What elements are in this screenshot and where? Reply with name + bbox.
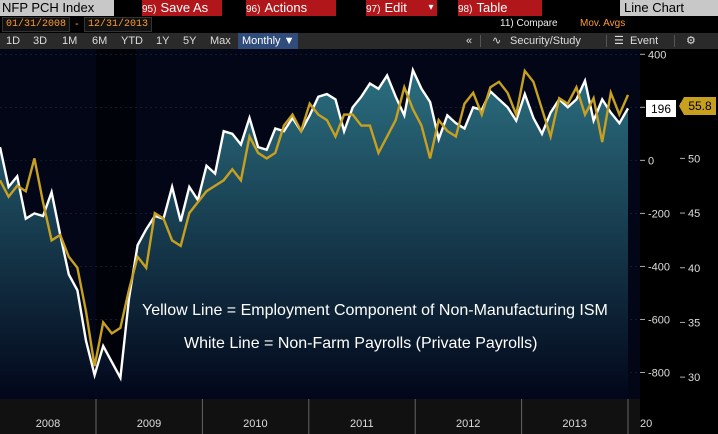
white-series-area [0, 70, 628, 399]
table-number: 98) [458, 4, 473, 15]
x-axis-year-label: 2012 [456, 418, 480, 430]
white-last-value: 196 [651, 102, 671, 116]
range-ytd[interactable]: YTD [121, 35, 143, 47]
left-axis-tick-label: -600 [648, 314, 670, 326]
yellow-line-annotation: Yellow Line = Employment Component of No… [142, 302, 608, 319]
save-as-number: 95) [142, 4, 157, 15]
x-axis-year-label: 20 [640, 418, 652, 430]
date-range-row [0, 16, 718, 32]
event-button[interactable]: Event [630, 35, 659, 47]
actions-number: 96) [246, 4, 261, 15]
x-axis-year-label: 2008 [36, 418, 60, 430]
right-axis-tick-label: 50 [688, 153, 700, 165]
event-icon[interactable]: ☰ [614, 35, 624, 47]
start-date-field[interactable]: 01/31/2008 [2, 17, 71, 32]
yellow-last-value: 55.8 [688, 99, 712, 113]
toolbar-divider [480, 35, 481, 47]
left-axis-tick-label: -800 [648, 367, 670, 379]
edit-dropdown-arrow-icon[interactable]: ▾ [425, 0, 437, 16]
x-axis-background [0, 399, 640, 434]
range-6m[interactable]: 6M [92, 35, 108, 47]
range-1y[interactable]: 1Y [156, 35, 170, 47]
x-axis-year-label: 2011 [350, 418, 374, 430]
range-3d[interactable]: 3D [33, 35, 48, 47]
right-axis-tick-label: 35 [688, 317, 700, 329]
actions-menu[interactable]: 96) Actions [246, 0, 336, 16]
yellow-series-line[interactable] [0, 68, 630, 367]
table-label: Table [476, 0, 508, 15]
white-last-value-badge: 196 [646, 100, 676, 117]
ticker-label[interactable]: NFP PCH Index [0, 0, 114, 16]
x-axis: 2008 2009 2010 2011 2012 2013 20 [36, 399, 652, 434]
period-select[interactable]: Monthly ▼ [238, 33, 299, 49]
left-axis-tick-label: 400 [648, 49, 666, 61]
left-axis-ticks: 4002000-200-400-600-800 [640, 49, 670, 379]
left-axis-tick-label: 0 [648, 155, 654, 167]
compare-button[interactable]: 11) Compare [500, 18, 558, 29]
actions-label: Actions [264, 0, 308, 15]
right-axis-tick-label: 30 [688, 372, 700, 384]
security-study-button[interactable]: Security/Study [510, 35, 581, 47]
toolbar-divider [606, 35, 607, 47]
save-as-menu[interactable]: 95) Save As [142, 0, 222, 16]
end-date-field[interactable]: 12/31/2013 [84, 17, 153, 32]
yellow-last-value-badge: 55.8 [679, 97, 716, 115]
chart-line-icon[interactable]: ∿ [492, 35, 502, 47]
mov-avgs-button[interactable]: Mov. Avgs [580, 18, 626, 29]
edit-menu[interactable]: 97) Edit [366, 0, 426, 16]
x-axis-year-label: 2009 [137, 418, 161, 430]
range-5y[interactable]: 5Y [183, 35, 197, 47]
save-as-label: Save As [160, 0, 209, 15]
right-axis-tick-label: 40 [688, 263, 700, 275]
left-axis-tick-label: -200 [648, 208, 670, 220]
white-line-annotation: White Line = Non-Farm Payrolls (Private … [184, 335, 537, 352]
right-axis-tick-label: 45 [688, 208, 700, 220]
edit-label: Edit [384, 0, 407, 15]
toolbar-divider [674, 35, 675, 47]
x-axis-year-label: 2010 [243, 418, 267, 430]
range-toolbar: 1D 3D 1M 6M YTD 1Y 5Y Max Monthly ▼ « ∿ … [0, 33, 718, 49]
range-1d[interactable]: 1D [6, 35, 21, 47]
chart-type-label[interactable]: Line Chart [620, 0, 718, 16]
x-axis-year-label: 2013 [562, 418, 586, 430]
white-series-line[interactable] [0, 66, 630, 382]
collapse-icon[interactable]: « [466, 35, 473, 47]
date-separator: - [75, 18, 79, 30]
table-menu[interactable]: 98) Table [458, 0, 542, 16]
edit-number: 97) [366, 4, 381, 15]
top-bar: NFP PCH Index 95) Save As 96) Actions 97) E… [0, 0, 718, 16]
range-1m[interactable]: 1M [62, 35, 78, 47]
left-axis-tick-label: -400 [648, 261, 670, 273]
gear-icon[interactable]: ⚙ [686, 35, 696, 47]
range-max[interactable]: Max [210, 35, 231, 47]
